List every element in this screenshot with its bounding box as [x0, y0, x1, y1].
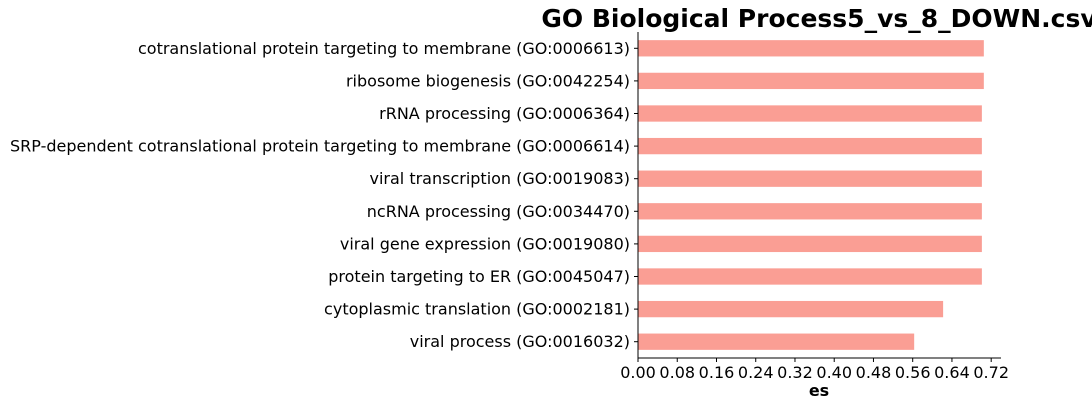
- bar: [638, 235, 982, 253]
- x-tick-label: 0.48: [856, 363, 892, 382]
- bar: [638, 268, 982, 285]
- x-tick-label: 0.40: [816, 363, 852, 382]
- x-tick-label: 0.08: [659, 363, 695, 382]
- x-tick-label: 0.64: [934, 363, 970, 382]
- category-label: viral transcription (GO:0019083): [369, 169, 630, 188]
- bar: [638, 137, 982, 155]
- x-tick-label: 0.24: [738, 363, 774, 382]
- bar: [638, 40, 984, 57]
- bar: [638, 333, 915, 350]
- bars-group: [638, 40, 984, 350]
- x-tick-label: 0.72: [973, 363, 1009, 382]
- x-tick-label: 0.32: [777, 363, 813, 382]
- category-label: ncRNA processing (GO:0034470): [367, 202, 630, 221]
- category-label: ribosome biogenesis (GO:0042254): [346, 71, 630, 90]
- bar: [638, 105, 982, 122]
- category-label: protein targeting to ER (GO:0045047): [328, 267, 630, 286]
- bar: [638, 203, 982, 220]
- x-axis: 0.00 0.08 0.16 0.24 0.32 0.40 0.48 0.56 0.64 0.72: [620, 358, 1009, 382]
- bar: [638, 170, 982, 187]
- category-label: cotranslational protein targeting to mem…: [138, 39, 630, 58]
- category-label: viral gene expression (GO:0019080): [340, 234, 630, 253]
- x-tick-label: 0.00: [620, 363, 656, 382]
- category-labels: cotranslational protein targeting to mem…: [10, 39, 638, 351]
- x-tick-label: 0.56: [895, 363, 931, 382]
- x-axis-label: es: [809, 381, 829, 400]
- category-label: SRP-dependent cotranslational protein ta…: [10, 137, 630, 156]
- bar: [638, 72, 984, 90]
- x-tick-label: 0.16: [699, 363, 735, 382]
- category-label: viral process (GO:0016032): [410, 332, 630, 351]
- bar: [638, 300, 944, 318]
- category-label: rRNA processing (GO:0006364): [379, 104, 630, 123]
- chart-title: GO Biological Process5_vs_8_DOWN.csv: [541, 4, 1092, 33]
- category-label: cytoplasmic translation (GO:0002181): [324, 300, 630, 319]
